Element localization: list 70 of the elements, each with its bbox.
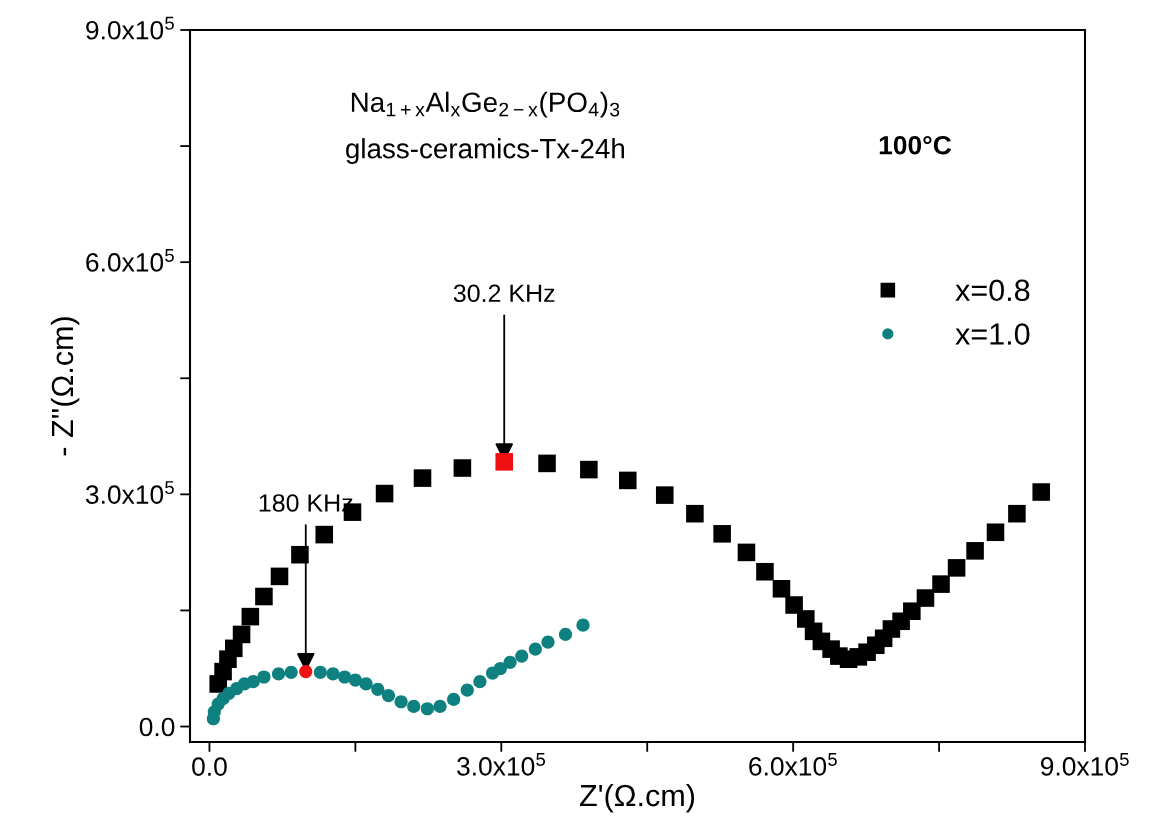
point — [420, 702, 434, 716]
annotation: glass-ceramics-Tx-24h — [346, 138, 625, 164]
x-tick-label: 6.0x10$^{5}$ — [749, 753, 837, 776]
point — [433, 699, 447, 713]
point — [495, 453, 514, 471]
x-tick-label: 3.0x10$^{5}$ — [457, 753, 546, 776]
point — [348, 673, 362, 687]
point — [241, 607, 260, 626]
point — [291, 545, 309, 564]
y-axis-title: - Z''(Ω.cm) — [50, 317, 80, 456]
point — [541, 635, 555, 649]
point — [413, 469, 432, 487]
point — [772, 579, 791, 598]
point — [246, 675, 260, 689]
point — [375, 484, 394, 503]
point — [1008, 504, 1026, 523]
text: Na$_{1+x}$Al$_{x}$Ge$_{2−x}$(PO$_{4}$)$_{3}$ — [351, 91, 620, 118]
point — [986, 523, 1005, 542]
point — [371, 682, 385, 696]
point — [713, 525, 731, 543]
point — [916, 589, 935, 607]
point — [407, 699, 421, 713]
point — [1032, 483, 1051, 501]
x-tick-label: 0.0 — [192, 757, 227, 776]
y-tick-label: 6.0x10$^{5}$ — [86, 249, 174, 272]
point — [756, 562, 774, 581]
point — [313, 665, 327, 679]
point — [655, 486, 674, 504]
point — [232, 625, 251, 644]
point — [255, 587, 273, 606]
x-axis-title: Z'(Ω.cm) — [580, 783, 695, 813]
point — [932, 575, 950, 593]
point — [257, 670, 271, 684]
point — [326, 667, 340, 681]
point — [558, 627, 573, 642]
point — [966, 542, 984, 560]
point — [270, 567, 289, 586]
point — [359, 677, 373, 691]
point — [576, 618, 590, 632]
point — [515, 649, 529, 663]
point — [528, 642, 542, 656]
legend-label: x=0.8 — [955, 279, 1030, 302]
point — [453, 459, 472, 477]
y-tick-label: 0.0 — [139, 717, 175, 737]
point — [686, 504, 704, 523]
annotation: 30.2 KHz — [453, 284, 555, 303]
point — [947, 559, 966, 577]
point — [271, 667, 286, 681]
point — [299, 664, 313, 679]
point — [338, 670, 352, 684]
point — [618, 471, 637, 490]
point — [493, 661, 507, 676]
point — [538, 454, 556, 473]
y-tick-label: 3.0x10$^{5}$ — [85, 481, 174, 504]
point — [785, 596, 803, 614]
point — [737, 543, 756, 562]
point — [394, 695, 408, 709]
annotation: 100°C — [879, 135, 952, 155]
point — [473, 675, 487, 689]
legend-label: x=1.0 — [955, 323, 1030, 345]
point — [503, 655, 517, 669]
y-tick-label: 9.0x10$^{5}$ — [86, 16, 174, 40]
point — [447, 692, 461, 707]
point — [460, 683, 474, 697]
point — [381, 688, 396, 703]
point — [903, 602, 921, 620]
x-tick-label: 9.0x10$^{5}$ — [1040, 753, 1129, 776]
point — [315, 525, 334, 544]
point — [580, 460, 598, 479]
point — [284, 665, 298, 679]
